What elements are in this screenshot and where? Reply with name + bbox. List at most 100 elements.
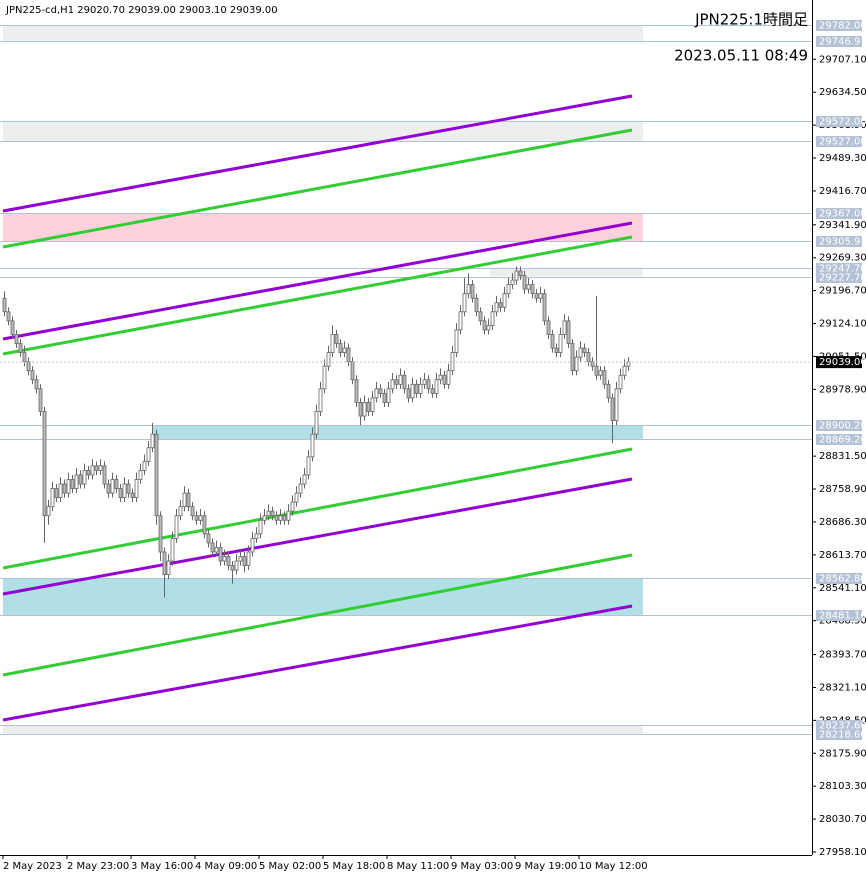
candle-body <box>106 483 111 494</box>
candle-body <box>546 320 551 335</box>
symbol-label: JPN225:1時間足 <box>694 11 808 29</box>
y-tick-label: 29196.70 <box>819 286 866 297</box>
candle-body <box>398 374 403 385</box>
candle-body <box>358 402 363 417</box>
candle-body <box>46 506 51 517</box>
y-tick-label: 28686.30 <box>819 517 866 528</box>
y-tick-label: 28175.90 <box>819 748 866 759</box>
level-label-box <box>816 116 862 127</box>
candle-body <box>266 510 271 517</box>
level-label-box <box>816 272 862 283</box>
candle-body <box>414 383 419 394</box>
trend-line <box>2 553 633 677</box>
candle-body <box>226 556 231 566</box>
y-tick-label: 28758.90 <box>819 484 866 495</box>
y-tick-label: 28613.70 <box>819 550 866 561</box>
candle-body <box>346 347 351 363</box>
candle-body <box>522 275 527 290</box>
candle-body <box>626 361 631 367</box>
zone <box>3 577 643 615</box>
zone <box>490 267 643 277</box>
candle-body <box>290 501 295 512</box>
level-label: 29367.00 <box>819 209 866 220</box>
candle-body <box>182 492 187 508</box>
candle-body <box>602 370 607 385</box>
candle-body <box>54 488 59 499</box>
y-tick-label: 29269.30 <box>819 253 866 264</box>
candle-body <box>18 343 23 353</box>
y-tick-label: 29416.70 <box>819 186 866 197</box>
candle-body <box>202 515 207 535</box>
candle-body <box>422 379 427 385</box>
y-tick-label: 28103.30 <box>819 781 866 792</box>
x-tick-label: 2 May 2023 <box>3 861 62 872</box>
candle-body <box>534 293 539 299</box>
candle-body <box>374 388 379 399</box>
candle-body <box>466 284 471 295</box>
level-label-box <box>816 136 862 147</box>
candle-body <box>574 356 579 372</box>
trend-line <box>2 94 633 213</box>
candle-body <box>258 519 263 535</box>
candle-body <box>586 352 591 363</box>
candle-body <box>242 556 247 566</box>
candle-body <box>230 565 235 571</box>
candle-body <box>170 537 175 562</box>
candle-body <box>510 279 515 286</box>
zone <box>3 25 643 42</box>
candle-body <box>214 547 219 553</box>
candle-body <box>174 515 179 539</box>
candle-body <box>554 347 559 353</box>
candle-body <box>470 284 475 299</box>
candle-body <box>538 293 543 299</box>
candle-body <box>382 392 387 403</box>
candle-body <box>190 506 195 517</box>
trend-line <box>2 604 633 722</box>
level-label-box <box>816 208 862 219</box>
candle-body <box>274 515 279 521</box>
level-label-box <box>816 263 862 274</box>
y-tick-label: 28321.10 <box>819 682 866 693</box>
candle-body <box>102 465 107 485</box>
candle-body <box>394 379 399 385</box>
candle-body <box>486 324 491 331</box>
candle-body <box>390 379 395 390</box>
candle-body <box>478 311 483 322</box>
x-tick-label: 10 May 12:00 <box>579 861 648 872</box>
candle-body <box>454 329 459 353</box>
candle-body <box>86 470 91 476</box>
candle-body <box>26 361 31 372</box>
candle-body <box>354 379 359 403</box>
candle-body <box>286 510 291 521</box>
level-label-box <box>816 434 862 445</box>
candle-body <box>62 483 67 494</box>
x-tick-label: 9 May 03:00 <box>451 861 513 872</box>
candle-body <box>278 515 283 521</box>
level-label-box <box>816 720 862 731</box>
level-label-box <box>816 36 862 47</box>
candle-body <box>378 388 383 394</box>
trend-line <box>2 477 633 596</box>
trend-line <box>2 447 633 570</box>
y-tick-label: 29124.10 <box>819 319 866 330</box>
candle-body <box>234 560 239 571</box>
candle-body <box>342 347 347 353</box>
candle-body <box>206 533 211 544</box>
candle-body <box>530 284 535 295</box>
candle-body <box>502 293 507 308</box>
candle-body <box>302 474 307 485</box>
candle-body <box>326 352 331 367</box>
candle-body <box>482 320 487 331</box>
candle-body <box>426 379 431 390</box>
candle-body <box>270 510 275 517</box>
candle-body <box>490 311 495 326</box>
chart-header: JPN225-cd,H1 29020.70 29039.00 29003.10 … <box>5 5 278 16</box>
level-label: 29305.93 <box>819 237 866 248</box>
candle-body <box>446 370 451 385</box>
candle-body <box>618 374 623 390</box>
candle-body <box>570 343 575 372</box>
y-tick-label: 28978.90 <box>819 384 866 395</box>
candle-body <box>58 483 63 499</box>
candle-body <box>386 388 391 403</box>
